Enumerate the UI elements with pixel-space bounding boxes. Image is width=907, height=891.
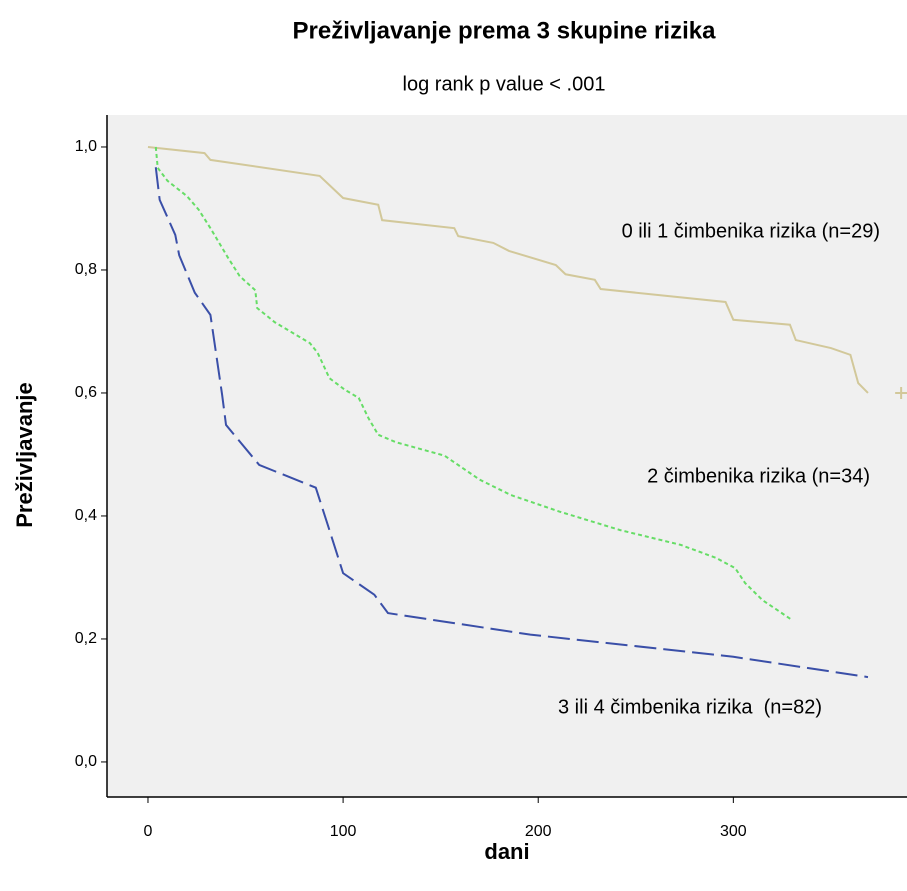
censor-mark	[895, 386, 907, 399]
y-tick-label: 0,6	[75, 384, 97, 401]
x-axis-label: dani	[484, 839, 529, 864]
survival-curve	[147, 145, 869, 394]
y-tick-label: 0,0	[75, 753, 97, 770]
y-tick-label: 0,2	[75, 630, 97, 647]
y-tick-label: 0,8	[75, 261, 97, 278]
y-tick-label: 0,4	[75, 507, 97, 524]
chart-subtitle: log rank p value < .001	[403, 73, 606, 95]
curve-label: 3 ili 4 čimbenika rizika (n=82)	[558, 696, 822, 718]
curve-label: 2 čimbenika rizika (n=34)	[647, 465, 870, 487]
plot-area	[107, 115, 907, 797]
x-tick-label: 200	[525, 823, 552, 840]
survival-curve	[154, 167, 869, 679]
y-axis-label: Preživljavanje	[12, 382, 37, 528]
chart-title: Preživljavanje prema 3 skupine rizika	[293, 17, 717, 44]
survival-curve	[154, 146, 793, 621]
x-tick-label: 100	[330, 823, 357, 840]
y-tick-label: 1,0	[75, 138, 97, 155]
x-tick-label: 300	[720, 823, 747, 840]
curve-label: 0 ili 1 čimbenika rizika (n=29)	[622, 220, 880, 242]
x-tick-label: 0	[144, 823, 153, 840]
